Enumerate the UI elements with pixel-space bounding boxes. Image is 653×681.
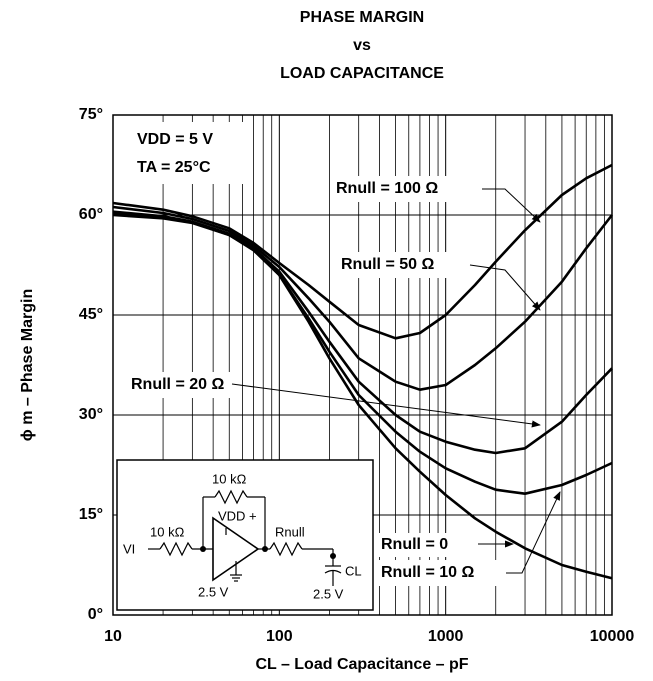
inset-label: 10 kΩ xyxy=(212,471,247,486)
series-label: Rnull = 20 Ω xyxy=(131,376,224,393)
label-bg xyxy=(338,252,470,278)
y-tick-label: 15° xyxy=(79,506,103,523)
inset-frame xyxy=(116,459,374,611)
arrow xyxy=(231,383,541,428)
x-axis-label: CL – Load Capacitance – pF xyxy=(255,656,468,673)
x-tick-label: 100 xyxy=(266,628,293,645)
lines xyxy=(112,163,614,580)
arrow xyxy=(469,264,541,311)
chart-title: PHASE MARGIN xyxy=(300,9,424,26)
inset-label: 2.5 V xyxy=(198,584,229,599)
node xyxy=(262,546,268,552)
y-tick-label: 45° xyxy=(79,306,103,323)
inset-label: 10 kΩ xyxy=(150,524,185,539)
chart-title: vs xyxy=(353,37,371,54)
node xyxy=(200,546,206,552)
annotation: TA = 25°C xyxy=(137,159,211,176)
series-line xyxy=(112,213,613,580)
arrows xyxy=(231,188,561,574)
plot-frame xyxy=(112,114,613,616)
series-label: Rnull = 100 Ω xyxy=(336,180,438,197)
label-bg xyxy=(333,176,481,202)
series-label: Rnull = 0 xyxy=(381,536,448,553)
y-tick-label: 60° xyxy=(79,206,103,223)
series-line xyxy=(112,205,614,391)
y-axis-label: ϕ m – Phase Margin xyxy=(19,289,36,441)
inset-label: 2.5 V xyxy=(313,586,344,601)
node xyxy=(330,553,336,559)
arrow xyxy=(482,188,541,223)
y-tick-label: 30° xyxy=(79,406,103,423)
annotation-box xyxy=(125,122,245,184)
y-tick-label: 0° xyxy=(88,606,103,623)
label-bg xyxy=(378,533,476,557)
arrow xyxy=(506,491,561,574)
y-tick-label: 75° xyxy=(79,106,103,123)
x-tick-label: 1000 xyxy=(428,628,464,645)
label-bg xyxy=(378,560,506,586)
annotation: VDD = 5 V xyxy=(137,131,213,148)
inset-label: VI xyxy=(123,541,135,556)
label-bg xyxy=(128,372,232,398)
chart-title: LOAD CAPACITANCE xyxy=(280,65,444,82)
series-label: Rnull = 50 Ω xyxy=(341,256,434,273)
series-line xyxy=(112,163,613,340)
inset-label: VDD + xyxy=(218,508,257,523)
inset-label: CL xyxy=(345,563,362,578)
x-tick-label: 10 xyxy=(104,628,122,645)
inset-circuit: 10 kΩ VDD + 10 kΩ Rnull VI CL 2.5 V 2.5 … xyxy=(116,459,374,611)
inset-label: Rnull xyxy=(275,524,305,539)
series-label: Rnull = 10 Ω xyxy=(381,564,474,581)
series-line xyxy=(112,210,613,455)
x-tick-label: 10000 xyxy=(590,628,635,645)
